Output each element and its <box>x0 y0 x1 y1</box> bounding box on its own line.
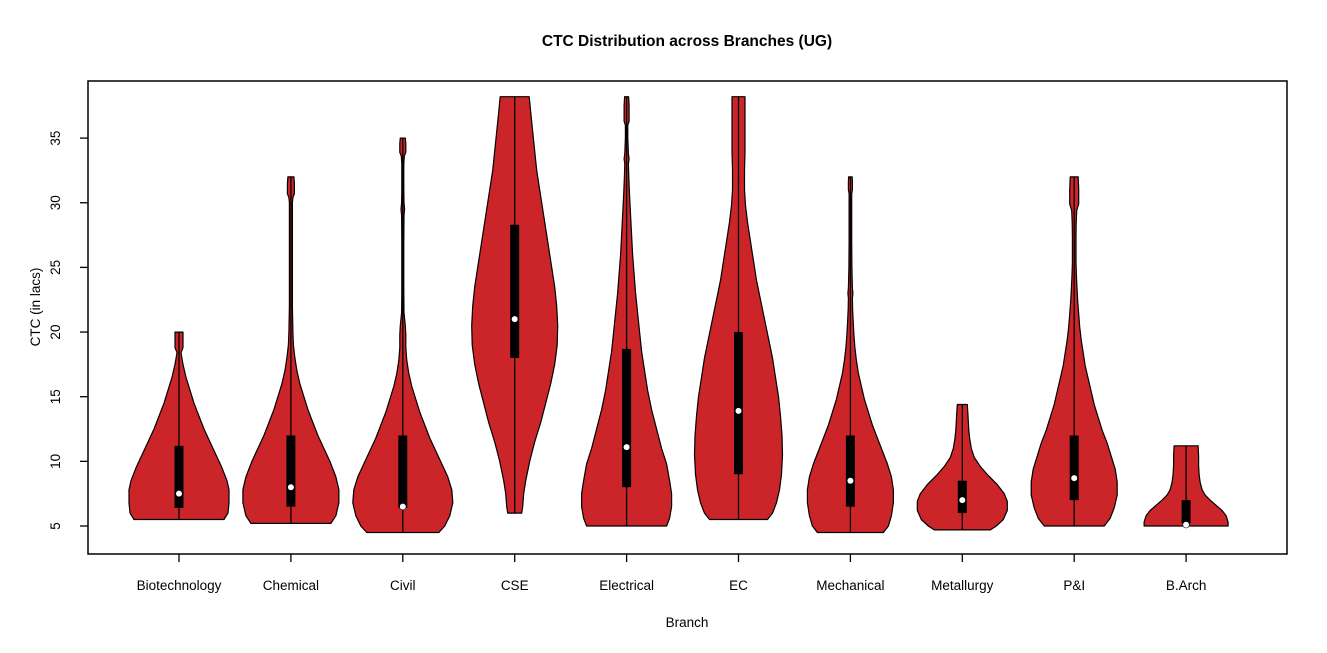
x-axis-label: Branch <box>666 615 709 630</box>
median-dot <box>399 503 407 511</box>
violin-electrical <box>581 96 673 527</box>
median-dot <box>958 496 966 504</box>
x-tick-label: B.Arch <box>1166 578 1207 593</box>
violin-mechanical <box>806 176 894 534</box>
y-tick-label: 35 <box>48 131 63 146</box>
violin-metallurgy <box>916 403 1008 531</box>
violin-cse <box>471 96 559 514</box>
y-tick-label: 10 <box>48 454 63 469</box>
x-tick-label: P&I <box>1063 578 1085 593</box>
median-dot <box>846 477 855 485</box>
x-tick-label: Chemical <box>263 578 319 593</box>
y-axis-label: CTC (in lacs) <box>28 268 43 347</box>
iqr-box <box>734 332 743 475</box>
x-tick-label: CSE <box>501 578 529 593</box>
median-dot <box>175 490 183 498</box>
x-tick-label: Biotechnology <box>137 578 222 593</box>
y-tick-label: 20 <box>48 325 63 340</box>
violin-b-arch <box>1143 445 1229 529</box>
y-tick-label: 30 <box>48 195 63 210</box>
plot-frame <box>87 80 1288 555</box>
y-tick-label: 5 <box>48 522 63 530</box>
iqr-box <box>1181 500 1191 524</box>
median-dot <box>511 315 519 323</box>
violin-biotechnology <box>128 331 230 521</box>
x-tick-label: Mechanical <box>816 578 884 593</box>
iqr-box <box>398 435 408 508</box>
iqr-box <box>1069 435 1079 501</box>
iqr-box <box>510 224 520 358</box>
chart-title: CTC Distribution across Branches (UG) <box>542 33 832 50</box>
median-dot <box>287 483 295 491</box>
median-dot <box>622 443 631 451</box>
iqr-box <box>622 348 632 488</box>
median-dot <box>734 407 743 415</box>
iqr-box <box>286 435 296 507</box>
x-tick-label: Civil <box>390 578 416 593</box>
median-dot <box>1070 474 1078 482</box>
violin-p-i <box>1030 176 1118 527</box>
median-dot <box>1182 521 1190 529</box>
x-tick-label: Electrical <box>599 578 654 593</box>
violin-ec <box>693 96 784 521</box>
violin-civil <box>352 137 454 534</box>
violin-chemical <box>242 176 340 524</box>
iqr-box <box>845 435 855 507</box>
iqr-box <box>174 445 184 508</box>
x-tick-label: EC <box>729 578 748 593</box>
y-tick-label: 25 <box>48 260 63 275</box>
x-tick-label: Metallurgy <box>931 578 994 593</box>
y-tick-label: 15 <box>48 389 63 404</box>
